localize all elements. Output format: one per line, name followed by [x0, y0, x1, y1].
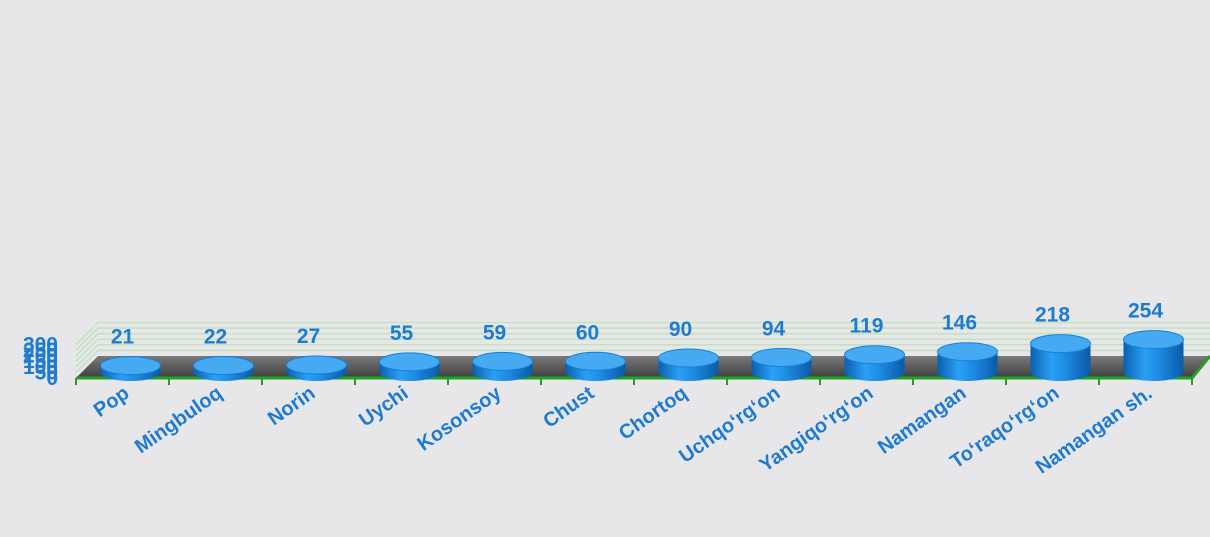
gridline	[75, 327, 1210, 351]
y-tick-label: 300	[23, 333, 58, 356]
bar-top	[565, 351, 626, 371]
y-tick-label: 0	[46, 367, 58, 390]
data-label: 27	[297, 325, 320, 348]
bar	[937, 342, 998, 381]
bar	[379, 352, 440, 381]
bar-top	[937, 342, 998, 362]
gridlines	[75, 321, 1210, 373]
x-tick-label: Chust	[539, 382, 598, 433]
bar-top	[193, 356, 254, 376]
data-label: 119	[850, 315, 884, 338]
gridline	[75, 321, 1210, 346]
bar-top	[844, 345, 905, 365]
x-tick-label: Pop	[90, 382, 134, 422]
y-tick-label: 150	[23, 350, 58, 373]
bar	[844, 345, 905, 381]
data-label: 254	[1128, 300, 1163, 323]
y-tick-label: 50	[35, 361, 58, 384]
x-tick-label: Kosonsoy	[414, 382, 507, 456]
gridline	[75, 332, 1210, 357]
bar-top	[100, 356, 161, 376]
bar	[100, 356, 161, 381]
gridline	[75, 338, 1210, 362]
bar-top	[658, 348, 719, 368]
bar-top	[472, 351, 533, 371]
x-axis-depth-line	[1190, 355, 1210, 379]
chart-floor	[75, 355, 1210, 385]
bar-top	[1123, 330, 1184, 350]
data-label: 218	[1035, 304, 1070, 327]
bar-body	[1123, 339, 1184, 381]
bar-top	[751, 348, 812, 368]
bar	[286, 355, 347, 381]
data-label: 60	[576, 321, 599, 344]
x-tick-label: Norin	[264, 382, 319, 430]
bar	[1123, 330, 1184, 381]
x-tick-label: Chortoq	[615, 382, 691, 445]
data-label: 146	[942, 312, 977, 335]
x-tick-label: Uychi	[355, 382, 412, 431]
bar	[193, 356, 254, 381]
data-label: 22	[204, 326, 227, 349]
gridline	[75, 344, 1210, 368]
bar	[565, 351, 626, 381]
bar	[1030, 334, 1091, 381]
data-label: 59	[483, 321, 506, 344]
floor-plane	[76, 356, 1210, 378]
x-tick-label: Mingbuloq	[131, 382, 226, 458]
y-tick-label: 100	[23, 356, 58, 379]
bar-top	[286, 355, 347, 375]
gridline	[75, 349, 1210, 373]
y-tick-label: 250	[23, 339, 58, 362]
bar	[658, 348, 719, 381]
bar	[751, 348, 812, 381]
bars	[100, 330, 1184, 381]
data-label: 94	[762, 318, 786, 341]
y-tick-label: 200	[23, 345, 58, 368]
bar-top	[379, 352, 440, 372]
bar	[472, 351, 533, 381]
bar-top	[1030, 334, 1091, 354]
data-label: 90	[669, 318, 692, 341]
data-label: 21	[111, 326, 135, 349]
x-tick-label: Namangan	[874, 382, 970, 459]
bar-body	[1030, 343, 1091, 381]
data-labels: 21 22 27 55 59 60 90 94 119 146 218 254	[111, 300, 1164, 349]
data-label: 55	[390, 322, 414, 345]
